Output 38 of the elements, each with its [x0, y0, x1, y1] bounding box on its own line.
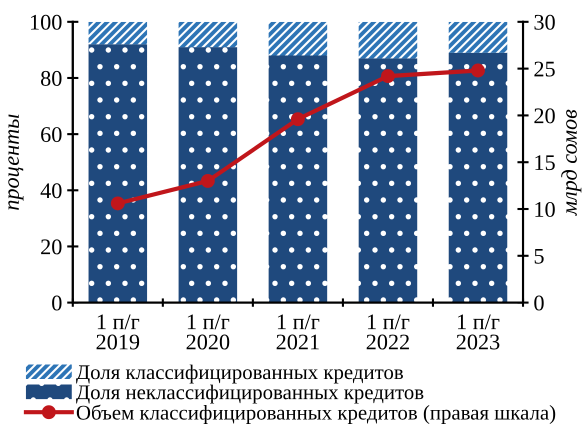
y-tick-label: 40: [40, 183, 62, 198]
bar: [88, 22, 148, 44]
point: [110, 196, 125, 210]
legend-label: Доля классифицированных кредитов: [76, 364, 403, 384]
y2-tick-label: 25: [534, 62, 555, 77]
legend-label: Доля неклассифицированных кредитов: [76, 384, 424, 404]
y2-tick-label: 10: [535, 202, 555, 217]
x-tick-label: 1 п/г 2023: [456, 314, 500, 350]
y-axis-title: проценты: [8, 114, 24, 210]
bar: [178, 47, 238, 303]
bar: [268, 22, 328, 56]
bar: [358, 58, 418, 303]
bar: [88, 44, 148, 303]
point: [200, 174, 215, 188]
bar: [358, 22, 418, 58]
y-tick-label: 20: [41, 239, 62, 254]
y-tick-label: 0: [52, 296, 62, 311]
bar: [178, 22, 238, 48]
y2-tick-label: 30: [534, 14, 555, 30]
y-tick-label: 100: [30, 14, 62, 30]
x-tick-label: 1 п/г 2019: [96, 314, 140, 350]
x-tick-label: 1 п/г 2021: [276, 314, 320, 350]
y-tick-label: 60: [41, 127, 62, 142]
y2-tick-label: 20: [534, 108, 555, 124]
point: [290, 112, 305, 126]
bar: [448, 52, 508, 303]
legend-label: Объем классифицированных кредитов (правая шкала): [76, 404, 556, 424]
y2-axis-title: млрд сомов: [561, 110, 582, 216]
y-tick-label: 80: [40, 70, 62, 86]
x-tick-label: 1 п/г 2020: [186, 314, 230, 350]
point: [381, 69, 395, 84]
bar: [448, 22, 508, 53]
bar: [268, 56, 328, 303]
y2-tick-label: 0: [534, 296, 544, 311]
y2-tick-label: 15: [535, 155, 555, 170]
x-tick-label: 1 п/г 2022: [366, 314, 410, 350]
point: [471, 64, 485, 78]
y2-tick-label: 5: [534, 248, 544, 264]
